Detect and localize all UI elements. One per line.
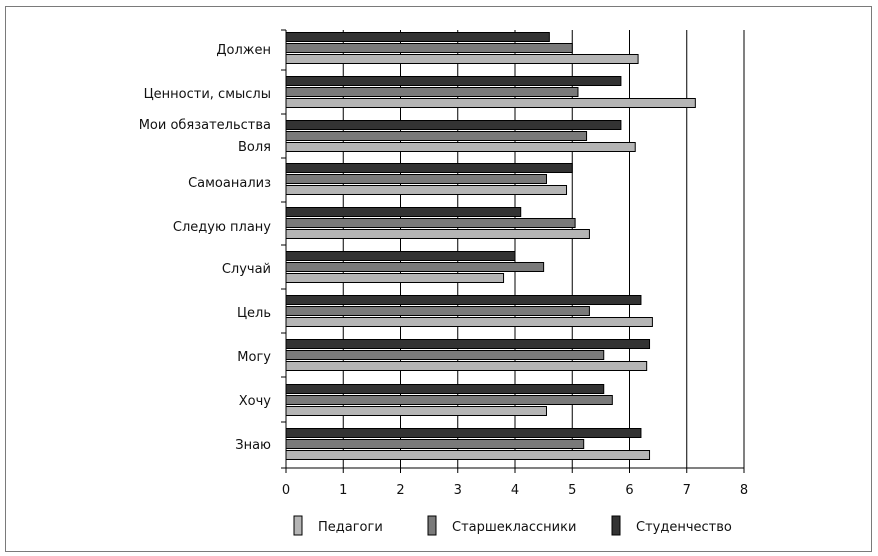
legend-label-2: Старшеклассники bbox=[452, 520, 576, 535]
category-label-11: Знаю bbox=[235, 438, 271, 453]
bar-2-7 bbox=[285, 306, 590, 316]
x-tick-label-7: 7 bbox=[683, 483, 691, 498]
bar-1-8 bbox=[285, 339, 651, 349]
x-tick-label-5: 5 bbox=[568, 483, 576, 498]
bar-3-9 bbox=[285, 406, 547, 416]
x-tick-label-4: 4 bbox=[511, 483, 519, 498]
legend-swatch-3 bbox=[611, 515, 621, 536]
category-label-6: Следую плану bbox=[173, 220, 271, 235]
bar-3-5 bbox=[285, 229, 590, 239]
category-label-2: Ценности, смыслы bbox=[144, 87, 271, 102]
category-label-7: Случай bbox=[222, 262, 271, 277]
bar-3-3 bbox=[285, 142, 636, 152]
category-label-1: Должен bbox=[216, 43, 271, 58]
bar-2-4 bbox=[285, 174, 547, 184]
bar-1-1 bbox=[285, 32, 550, 42]
bar-2-9 bbox=[285, 395, 613, 405]
legend-swatch-1 bbox=[293, 515, 303, 536]
category-label-4: Воля bbox=[238, 140, 271, 155]
bar-2-2 bbox=[285, 87, 579, 97]
category-label-10: Хочу bbox=[239, 394, 272, 409]
bar-1-3 bbox=[285, 120, 622, 130]
bar-3-2 bbox=[285, 98, 696, 108]
legend-swatch-2 bbox=[427, 515, 437, 536]
axes bbox=[281, 29, 745, 473]
bars bbox=[285, 32, 696, 460]
bar-2-1 bbox=[285, 43, 573, 53]
x-tick-label-2: 2 bbox=[396, 483, 404, 498]
x-tick-labels: 0 1 2 3 4 5 6 7 8 bbox=[282, 483, 748, 498]
x-tick-label-6: 6 bbox=[625, 483, 633, 498]
bar-1-5 bbox=[285, 207, 522, 217]
bar-1-6 bbox=[285, 251, 516, 261]
bar-1-9 bbox=[285, 384, 605, 394]
bar-3-10 bbox=[285, 450, 651, 460]
bar-1-2 bbox=[285, 76, 622, 86]
bar-1-7 bbox=[285, 295, 642, 305]
category-label-3: Мои обязательства bbox=[139, 118, 271, 133]
bar-3-1 bbox=[285, 54, 639, 64]
bar-1-10 bbox=[285, 428, 642, 438]
bar-3-6 bbox=[285, 273, 505, 283]
legend: Педагоги Старшеклассники Студенчество bbox=[293, 515, 732, 536]
bar-2-10 bbox=[285, 439, 585, 449]
bar-1-4 bbox=[285, 163, 573, 173]
bar-2-8 bbox=[285, 350, 605, 360]
legend-label-3: Студенчество bbox=[636, 520, 732, 535]
legend-label-1: Педагоги bbox=[318, 520, 383, 535]
x-tick-label-0: 0 bbox=[282, 483, 290, 498]
bar-2-5 bbox=[285, 218, 576, 228]
category-label-5: Самоанализ bbox=[188, 176, 271, 191]
bar-3-4 bbox=[285, 185, 568, 195]
x-tick-label-3: 3 bbox=[454, 483, 462, 498]
bar-3-8 bbox=[285, 361, 648, 371]
category-label-8: Цель bbox=[237, 306, 271, 321]
bar-2-3 bbox=[285, 131, 588, 141]
category-label-9: Могу bbox=[237, 350, 271, 365]
x-tick-label-1: 1 bbox=[339, 483, 347, 498]
category-labels: Должен Ценности, смыслы Мои обязательства В… bbox=[139, 43, 272, 453]
bar-2-6 bbox=[285, 262, 545, 272]
bar-3-7 bbox=[285, 317, 653, 327]
x-tick-label-8: 8 bbox=[740, 483, 748, 498]
